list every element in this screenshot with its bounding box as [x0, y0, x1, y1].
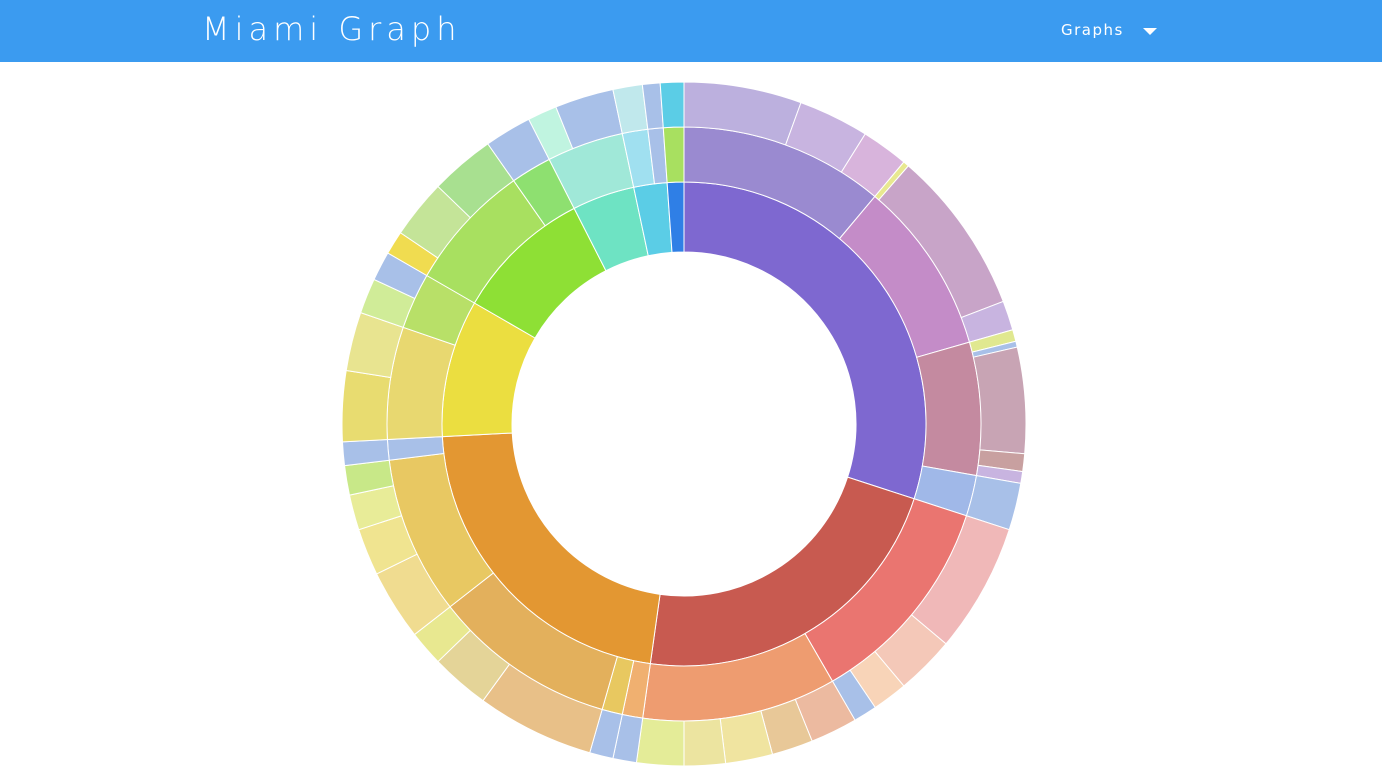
- sunburst-arc[interactable]: [972, 346, 1027, 455]
- sunburst-arc[interactable]: [659, 81, 685, 129]
- sunburst-arc[interactable]: [662, 126, 685, 184]
- sunburst-arc[interactable]: [341, 369, 392, 443]
- sunburst-arc[interactable]: [635, 717, 685, 767]
- navbar: Miami Graph Graphs: [0, 0, 1382, 62]
- app-title[interactable]: Miami Graph: [202, 10, 462, 48]
- sunburst-arc[interactable]: [916, 341, 982, 477]
- sunburst-arc[interactable]: [683, 718, 727, 767]
- graphs-menu[interactable]: Graphs: [1061, 21, 1124, 39]
- menu-caret[interactable]: [1143, 28, 1157, 35]
